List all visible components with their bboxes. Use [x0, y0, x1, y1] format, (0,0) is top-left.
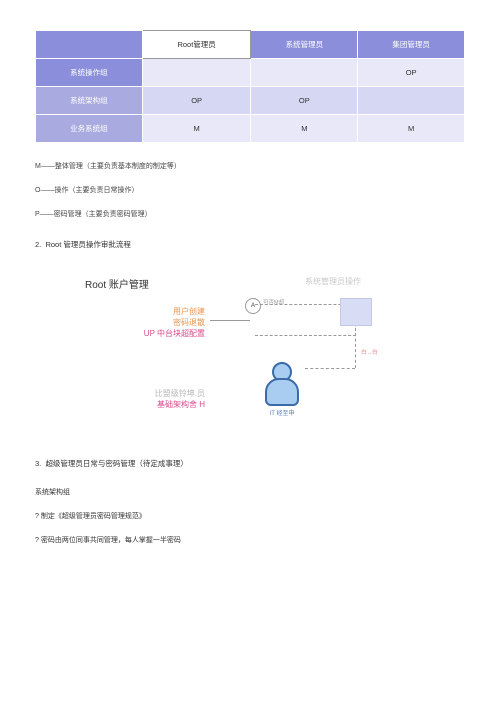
- diagram-title-right: 系统管理员操作: [305, 276, 361, 287]
- row-head-0: 系统操作组: [36, 59, 143, 87]
- flow-connector: [355, 328, 356, 368]
- diagram-left-block2: 比盟级铃坤.员 基础架构舍 H: [95, 388, 205, 410]
- row-head-1: 系统架构组: [36, 87, 143, 115]
- node-b-label: 白→白: [361, 348, 378, 356]
- diagram-line: 密码退散: [105, 317, 205, 328]
- diagram-left-block: 用户创建 密码退散 UP 中台块超配置: [105, 306, 205, 340]
- cell: OP: [251, 87, 358, 115]
- sub-heading: 系统架构组: [35, 487, 465, 497]
- col-blank: [36, 31, 143, 59]
- role-matrix-table: Root管理员 系统管理员 集团管理员 系统操作组 OP 系统架构组 OP OP…: [35, 30, 465, 143]
- diagram-line: 用户创建: [105, 306, 205, 317]
- diagram-title-left: Root 账户管理: [85, 276, 149, 291]
- cell: M: [251, 115, 358, 143]
- diagram-line: UP 中台块超配置: [105, 328, 205, 339]
- legend-item: P——密码管理（主要负责密码管理）: [35, 209, 465, 219]
- cell: OP: [142, 87, 251, 115]
- cell: [358, 87, 465, 115]
- person-label: IT 经至申: [265, 408, 299, 417]
- section3-title: 3. 超级管理员日常与密码管理（待定成事理）: [35, 458, 465, 469]
- cell: [142, 59, 251, 87]
- legend-block: M——整体管理（主要负责基本制度的制定等） O——操作（主要负责日常操作） P—…: [35, 161, 465, 219]
- cell: [251, 59, 358, 87]
- cell: OP: [358, 59, 465, 87]
- section2-title: 2. Root 管理员操作审批流程: [35, 239, 465, 250]
- arrow-icon: [210, 320, 250, 321]
- person-icon: IT 经至申: [265, 362, 299, 417]
- cell: M: [358, 115, 465, 143]
- bullet-item: ? 密码由两位同事共同管理，每人掌握一半密码: [35, 535, 465, 545]
- legend-item: O——操作（主要负责日常操作）: [35, 185, 465, 195]
- diagram-line: 基础架构舍 H: [95, 399, 205, 410]
- approval-flow-diagram: Root 账户管理 系统管理员操作 用户创建 密码退散 UP 中台块超配置 比盟…: [75, 268, 465, 438]
- bullet-item: ? 制定《超级管理员密码管理规范》: [35, 511, 465, 521]
- flow-step-box: [340, 298, 372, 326]
- row-head-2: 业务系统组: [36, 115, 143, 143]
- flow-connector: [305, 368, 355, 369]
- cell: M: [142, 115, 251, 143]
- legend-item: M——整体管理（主要负责基本制度的制定等）: [35, 161, 465, 171]
- col-group: 集团管理员: [358, 31, 465, 59]
- col-root: Root管理员: [142, 31, 251, 59]
- col-sys: 系统管理员: [251, 31, 358, 59]
- diagram-line: 比盟级铃坤.员: [95, 388, 205, 399]
